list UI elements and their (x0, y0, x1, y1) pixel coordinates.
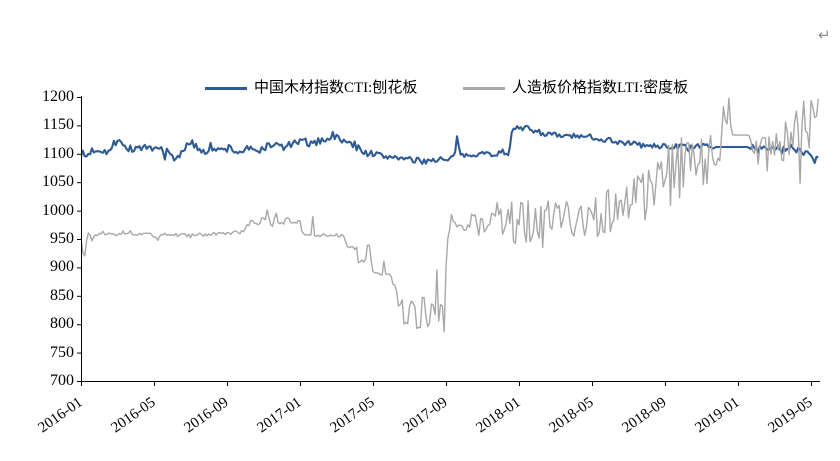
y-tick-label: 700 (50, 372, 74, 389)
y-tick-label: 850 (50, 286, 74, 304)
legend-line-swatch (463, 86, 505, 90)
series-group (81, 97, 819, 333)
legend-item-1: 人造板价格指数LTI:密度板 (463, 79, 688, 97)
legend-item-0: 中国木材指数CTI:刨花板 (205, 79, 417, 97)
y-tick-label: 800 (50, 315, 74, 333)
series-line-1 (81, 97, 819, 333)
y-tick-label: 1000 (42, 201, 74, 219)
y-tick-label: 950 (50, 230, 74, 247)
y-tick-label: 1050 (42, 173, 74, 191)
y-tick-label: 900 (50, 258, 74, 276)
y-tick-label: 1200 (42, 88, 74, 105)
y-tick-label: 1100 (42, 144, 74, 162)
series-line-0 (81, 124, 819, 165)
y-tick-label: 1150 (42, 116, 74, 134)
y-tick-label: 750 (50, 343, 74, 361)
legend-label: 中国木材指数CTI:刨花板 (254, 80, 418, 96)
legend-label: 人造板价格指数LTI:密度板 (512, 80, 689, 96)
legend-line-swatch (205, 86, 247, 90)
paragraph-return-mark: ↵ (818, 27, 831, 44)
